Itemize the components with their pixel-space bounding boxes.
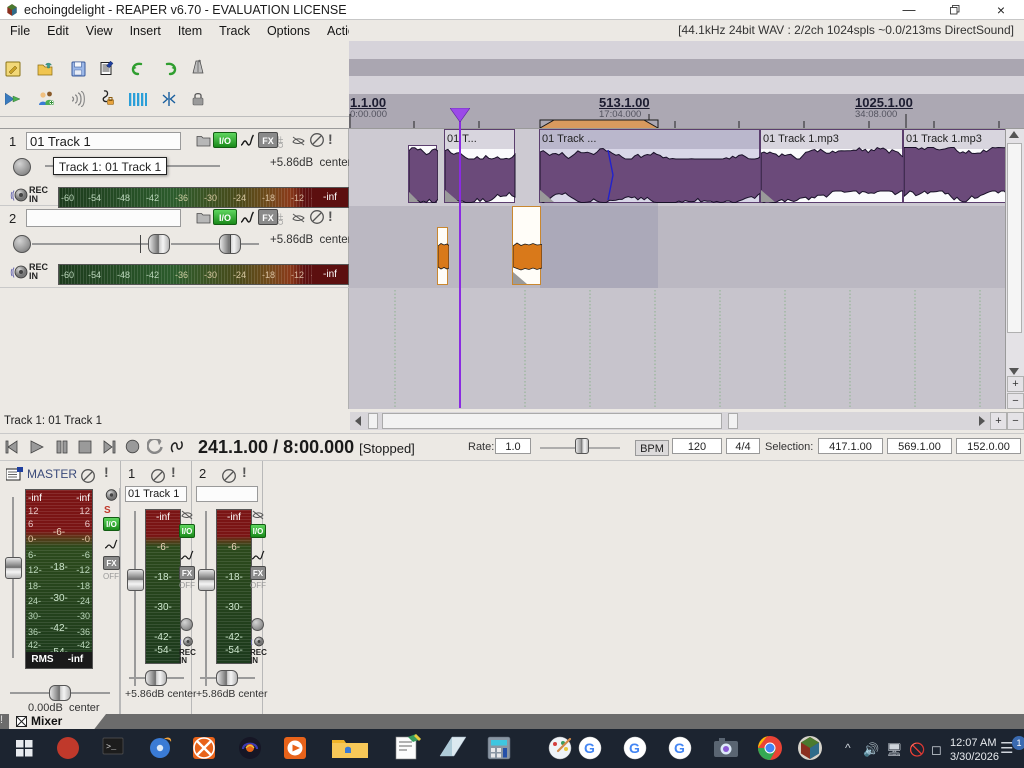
svg-text:G: G — [674, 740, 685, 756]
svg-text:^: ^ — [845, 741, 851, 755]
svg-text:🔊: 🔊 — [863, 741, 879, 758]
svg-text:>_: >_ — [106, 742, 117, 752]
svg-text:G: G — [584, 740, 595, 756]
svg-text:◻: ◻ — [931, 742, 942, 757]
svg-text:G: G — [629, 740, 640, 756]
svg-text:🚫: 🚫 — [909, 742, 925, 757]
svg-text:🖥: 🖥 — [886, 742, 903, 757]
